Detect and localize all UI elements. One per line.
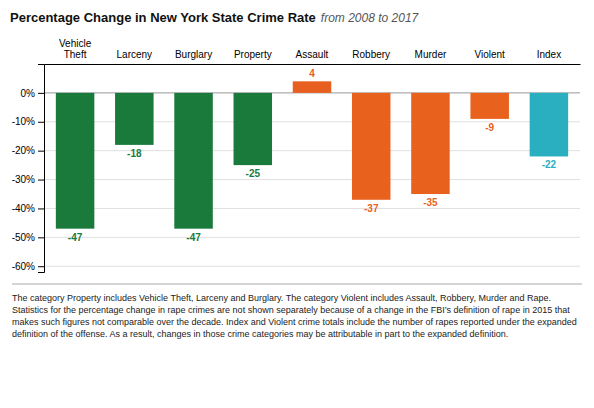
- x-tick-label: Assault: [296, 49, 329, 60]
- grid: [44, 93, 580, 266]
- x-tick: Assault: [296, 49, 329, 60]
- y-tick-mark: [38, 237, 44, 238]
- y-tick-label: -60%: [12, 261, 35, 272]
- y-tick-mark: [38, 266, 44, 267]
- data-label: -47: [68, 232, 83, 243]
- x-tick-label: Violent: [474, 49, 505, 60]
- x-tick-label: Larceny: [117, 49, 153, 60]
- y-tick-mark: [38, 180, 44, 181]
- grid-line: [44, 237, 580, 238]
- x-axis: VehicleTheft Larceny Burglary Property Assau…: [45, 38, 581, 65]
- y-tick-label: -40%: [12, 203, 35, 214]
- data-labels: -47 -18 -47 -25 4 -37 -35 -9 -22: [68, 68, 557, 242]
- x-tick-label: Index: [537, 49, 561, 60]
- y-tick-label: -20%: [12, 145, 35, 156]
- grid-line: [44, 179, 580, 180]
- y-tick-mark: [38, 208, 44, 209]
- x-tick: VehicleTheft: [59, 38, 92, 60]
- x-tick-label: Robbery: [352, 49, 390, 60]
- x-tick: Index: [537, 49, 561, 60]
- y-axis: 0% -10% -20% -30% -40% -50% -60%: [12, 65, 45, 273]
- data-label: -47: [186, 232, 201, 243]
- grid-line: [44, 208, 580, 209]
- x-axis-line: [45, 64, 581, 65]
- y-tick: -40%: [12, 203, 44, 214]
- separator: [12, 284, 582, 285]
- x-tick-label: VehicleTheft: [59, 38, 92, 60]
- x-tick: Murder: [415, 49, 447, 60]
- x-tick: Larceny: [117, 49, 153, 60]
- x-tick: Burglary: [175, 49, 212, 60]
- data-label: -22: [542, 159, 557, 170]
- footnote: The category Property includes Vehicle T…: [12, 292, 582, 341]
- bar: [293, 81, 331, 93]
- x-tick: Property: [234, 49, 272, 60]
- y-tick-mark: [38, 93, 44, 94]
- y-tick: -50%: [12, 232, 44, 243]
- y-tick: -30%: [12, 174, 44, 185]
- y-axis-line: [38, 65, 45, 273]
- y-tick: 0%: [21, 88, 44, 99]
- bar: [411, 93, 449, 194]
- plot: 0% -10% -20% -30% -40% -50% -60% VehicleTheft La…: [12, 38, 581, 273]
- bar: [352, 93, 390, 200]
- y-tick-label: 0%: [21, 88, 36, 99]
- bar: [530, 93, 568, 157]
- data-label: -25: [246, 168, 261, 179]
- y-tick-mark: [38, 151, 44, 152]
- data-label: -35: [423, 197, 438, 208]
- x-tick-label: Property: [234, 49, 272, 60]
- data-label: 4: [309, 68, 315, 79]
- data-label: -18: [127, 148, 142, 159]
- subtitle: from 2008 to 2017: [321, 11, 420, 25]
- y-tick-label: -50%: [12, 232, 35, 243]
- y-tick: -20%: [12, 145, 44, 156]
- y-tick: -60%: [12, 261, 44, 272]
- bar: [174, 93, 212, 229]
- y-tick-mark: [38, 122, 44, 123]
- x-tick: Violent: [474, 49, 505, 60]
- x-tick: Robbery: [352, 49, 390, 60]
- bar: [470, 93, 508, 119]
- grid-line: [44, 266, 580, 267]
- title: Percentage Change in New York State Crim…: [10, 10, 316, 25]
- x-tick-label: Burglary: [175, 49, 212, 60]
- data-label: -37: [364, 203, 379, 214]
- bar: [115, 93, 153, 145]
- y-tick-label: -30%: [12, 174, 35, 185]
- y-tick-label: -10%: [12, 116, 35, 127]
- y-tick: -10%: [12, 116, 44, 127]
- data-label: -9: [485, 122, 494, 133]
- chart: Percentage Change in New York State Crim…: [0, 0, 594, 408]
- bar: [234, 93, 272, 165]
- bars: [56, 81, 568, 228]
- x-tick-label: Murder: [415, 49, 447, 60]
- bar: [56, 93, 94, 229]
- grid-line: [44, 150, 580, 151]
